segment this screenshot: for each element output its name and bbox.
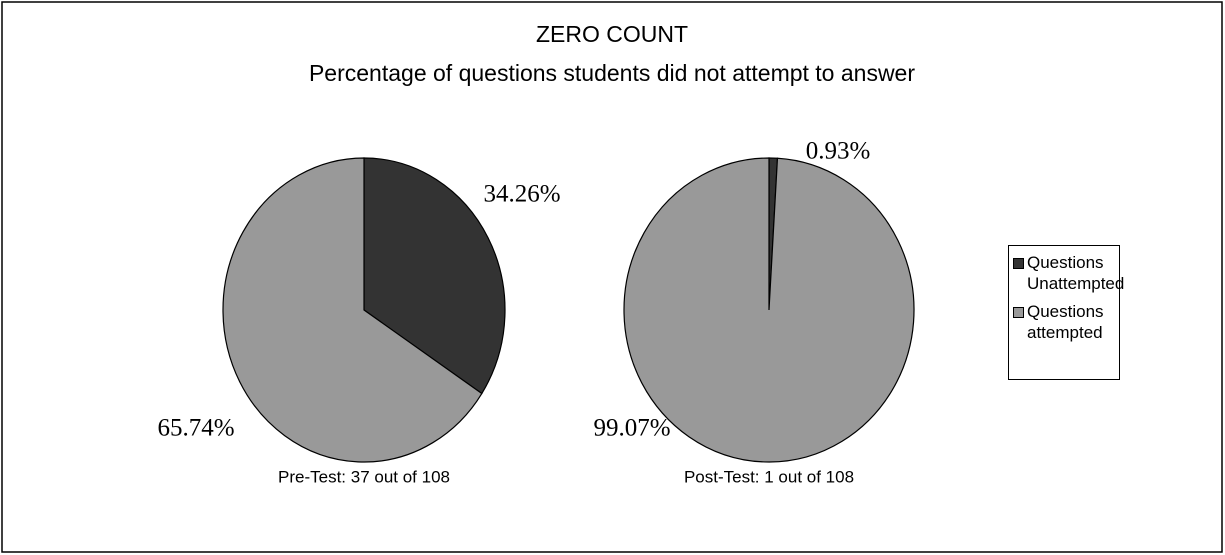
data-label: 99.07%	[593, 415, 670, 442]
data-label: 65.74%	[157, 415, 234, 442]
legend-swatch	[1013, 307, 1024, 318]
legend-item: Questions attempted	[1013, 301, 1115, 343]
legend-label: Questions attempted	[1027, 302, 1104, 342]
chart-title: ZERO COUNT	[536, 21, 688, 47]
pie-caption: Pre-Test: 37 out of 108	[278, 467, 450, 486]
pie-caption: Post-Test: 1 out of 108	[684, 467, 854, 486]
data-label: 34.26%	[483, 181, 560, 208]
pie-slice	[222, 157, 483, 463]
data-label: 0.93%	[806, 138, 871, 165]
legend: Questions Unattempted Questions attempted	[1008, 245, 1124, 380]
pie-slice	[623, 157, 915, 463]
legend-swatch	[1013, 258, 1024, 269]
chart-subtitle: Percentage of questions students did not…	[309, 60, 915, 86]
legend-label: Questions Unattempted	[1027, 253, 1125, 293]
legend-item: Questions Unattempted	[1013, 252, 1124, 294]
